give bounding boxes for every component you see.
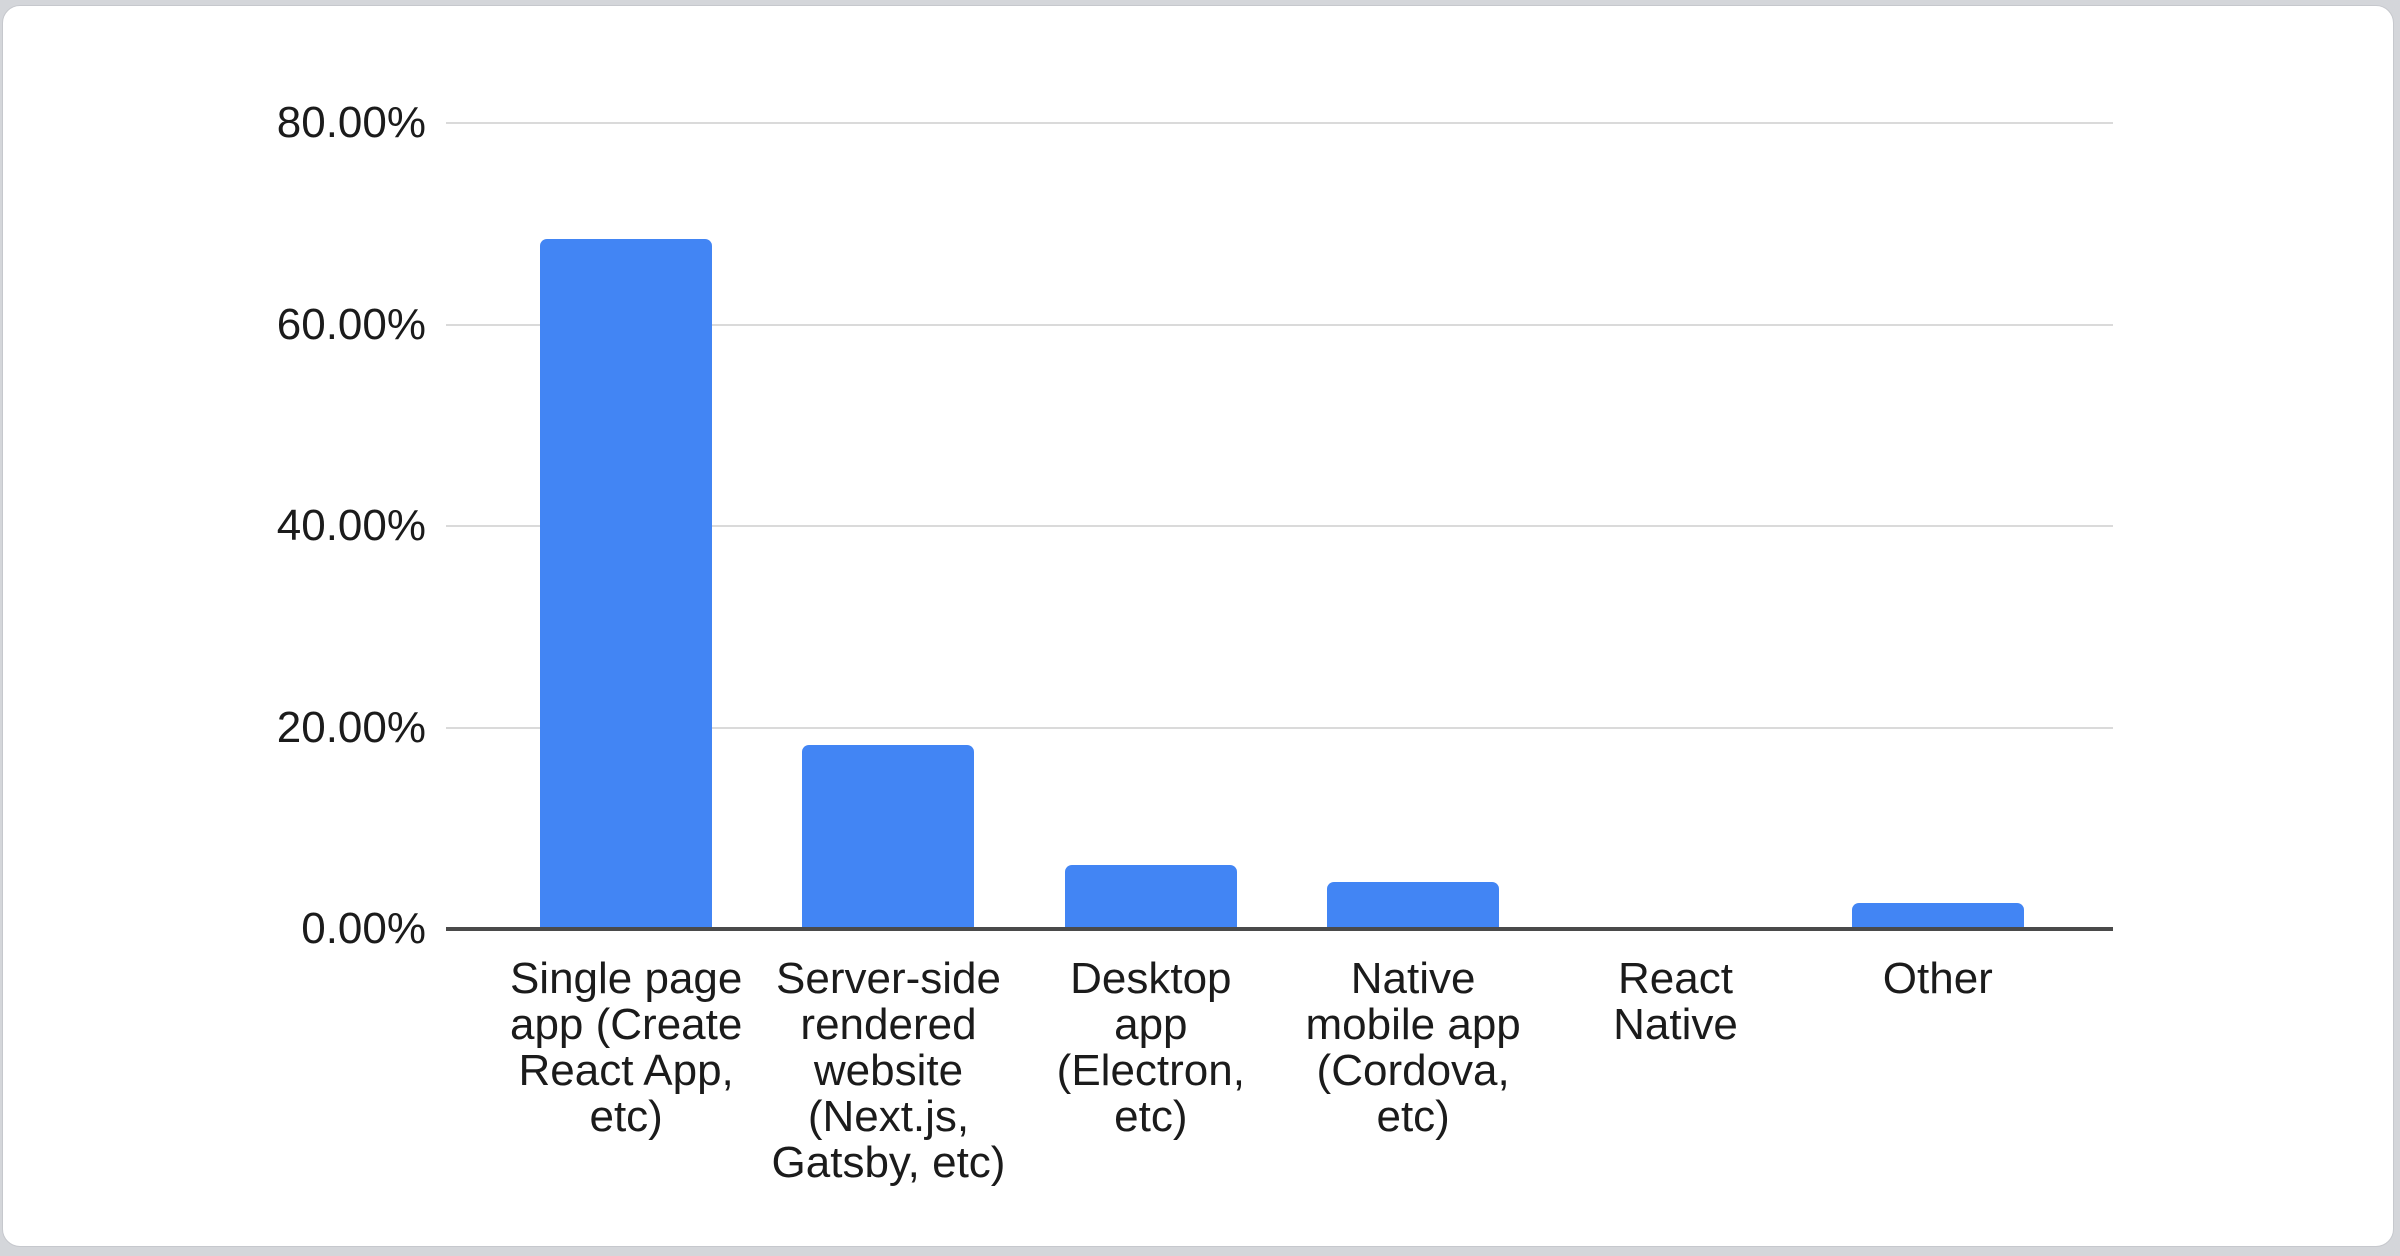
- y-tick-label: 60.00%: [276, 299, 426, 349]
- y-tick-label: 0.00%: [301, 904, 426, 953]
- bar-slot-5: [1544, 123, 1806, 929]
- y-tick-label: 80.00%: [276, 98, 426, 147]
- gridline-60: [446, 323, 2113, 326]
- chart-card: 0.00% 20.00% 40.00% 60.00% 80.00% Single pag…: [2, 5, 2394, 1247]
- bar-4: [1327, 881, 1500, 929]
- bar-3: [1064, 864, 1237, 929]
- x-axis-labels-container: Single page app (Create React App, etc) S…: [495, 956, 2069, 1186]
- x-category-label: Other: [1882, 954, 1993, 1003]
- bar-slot-1: [495, 123, 757, 929]
- gridline-20: [446, 726, 2113, 729]
- bar-1: [540, 238, 713, 929]
- bar-2: [802, 744, 975, 929]
- x-category-label: React Native: [1613, 954, 1738, 1049]
- bar-series: [446, 123, 2113, 929]
- bar-6: [1851, 902, 2024, 929]
- bar-slot-3: [1020, 123, 1282, 929]
- x-axis-line: [446, 927, 2113, 931]
- bar-slot-4: [1282, 123, 1544, 929]
- x-category-label: Native mobile app (Cordova, etc): [1305, 954, 1521, 1141]
- gridline-40: [446, 525, 2113, 527]
- bar-slot-6: [1807, 123, 2069, 929]
- plot-area: 0.00% 20.00% 40.00% 60.00% 80.00%: [277, 100, 2113, 952]
- x-category-label: Single page app (Create React App, etc): [509, 954, 743, 1141]
- y-tick-label: 40.00%: [276, 501, 426, 550]
- bar-slot-2: [757, 123, 1019, 929]
- x-category-label: Server-side rendered website (Next.js, G…: [771, 954, 1006, 1187]
- gridline-80: [446, 122, 2113, 124]
- y-tick-label: 20.00%: [276, 702, 426, 752]
- x-category-label: Desktop app (Electron, etc): [1056, 954, 1245, 1141]
